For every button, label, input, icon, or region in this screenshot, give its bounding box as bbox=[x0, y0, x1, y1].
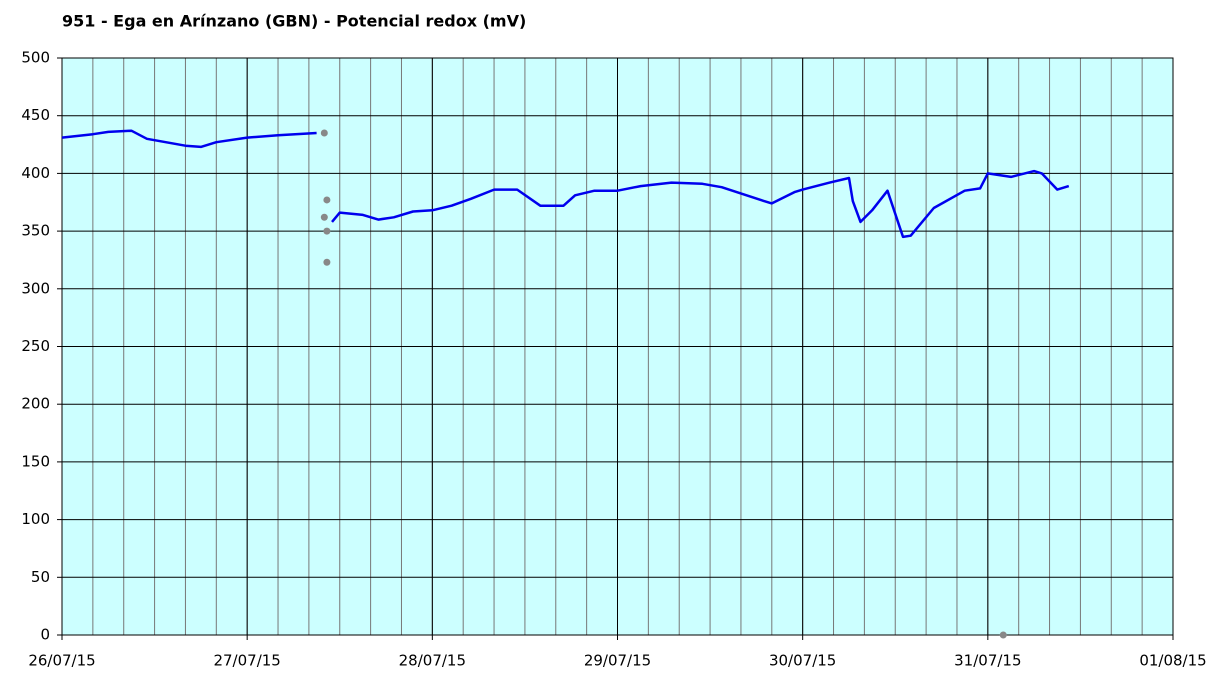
y-tick-label: 200 bbox=[21, 395, 50, 413]
data-point bbox=[999, 631, 1007, 639]
x-tick-label: 29/07/15 bbox=[584, 652, 651, 670]
y-tick-label: 350 bbox=[21, 222, 50, 240]
y-tick-label: 0 bbox=[40, 626, 50, 644]
data-line bbox=[61, 129, 1070, 239]
y-tick-label: 450 bbox=[21, 106, 50, 124]
x-tick-label: 01/08/15 bbox=[1139, 652, 1206, 670]
x-tick-label: 28/07/15 bbox=[399, 652, 466, 670]
y-tick-label: 150 bbox=[21, 452, 50, 470]
data-point bbox=[320, 129, 328, 137]
data-point bbox=[323, 196, 331, 204]
chart-title: 951 - Ega en Arínzano (GBN) - Potencial … bbox=[62, 12, 526, 31]
y-tick-label: 500 bbox=[21, 49, 50, 67]
y-tick-label: 100 bbox=[21, 510, 50, 528]
x-tick-label: 27/07/15 bbox=[213, 652, 280, 670]
y-tick-label: 250 bbox=[21, 337, 50, 355]
data-point bbox=[323, 227, 331, 235]
x-tick-label: 30/07/15 bbox=[769, 652, 836, 670]
y-tick-label: 400 bbox=[21, 164, 50, 182]
y-tick-label: 300 bbox=[21, 279, 50, 297]
data-point bbox=[323, 258, 331, 266]
data-point bbox=[320, 213, 328, 221]
y-tick-label: 50 bbox=[31, 568, 50, 586]
x-tick-label: 31/07/15 bbox=[954, 652, 1021, 670]
x-tick-label: 26/07/15 bbox=[28, 652, 95, 670]
